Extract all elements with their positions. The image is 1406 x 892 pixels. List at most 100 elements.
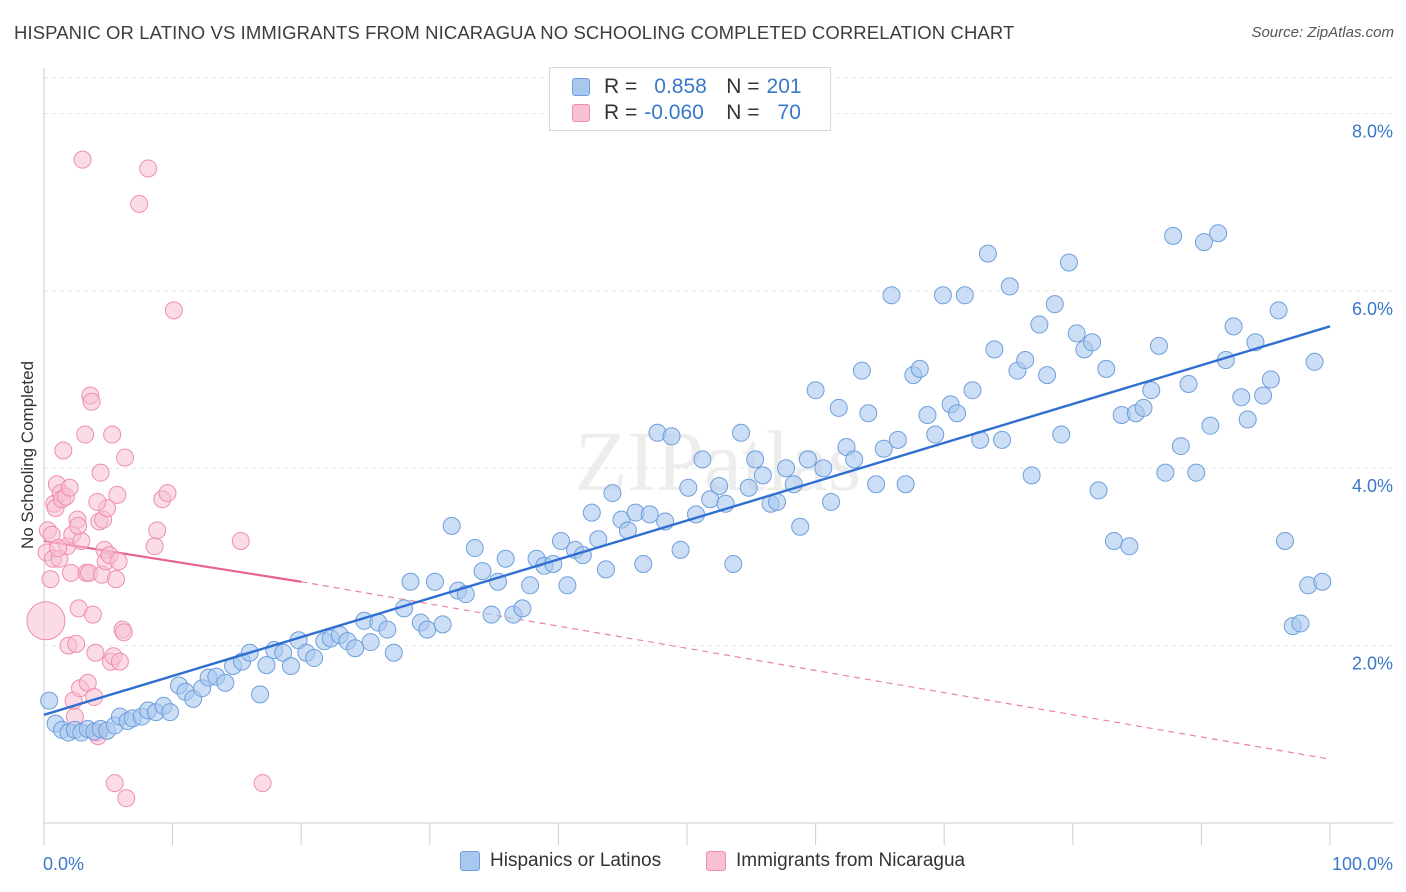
hispanic-point [1156, 463, 1175, 482]
hispanic-point [521, 576, 540, 595]
nicaragua-point [105, 774, 124, 793]
hispanic-point [418, 620, 437, 639]
source-label: Source: ZipAtlas.com [1251, 24, 1394, 41]
hispanic-point [845, 450, 864, 469]
nicaragua-point [108, 485, 127, 504]
hispanic-point [582, 503, 601, 522]
hispanic-point [596, 560, 615, 579]
nicaragua-point [253, 774, 272, 793]
hispanic-point [882, 286, 901, 305]
hispanic-point [1254, 386, 1273, 405]
hispanic-point [558, 576, 577, 595]
hispanic-point [1224, 317, 1243, 336]
hispanic-point [993, 430, 1012, 449]
hispanic-point [640, 505, 659, 524]
hispanic-point [251, 685, 270, 704]
hispanic-point [1134, 398, 1153, 417]
hispanic-point [985, 340, 1004, 359]
nicaragua-trend-extension [301, 581, 1331, 760]
hispanic-point [1261, 370, 1280, 389]
hispanic-point [1016, 351, 1035, 370]
hispanic-point [634, 555, 653, 574]
nicaragua-point [116, 448, 135, 467]
y-tick-label: 6.0% [1352, 299, 1393, 319]
hispanic-point [378, 620, 397, 639]
bottom-legend-swatch-hispanic [460, 851, 480, 871]
hispanic-point [1030, 315, 1049, 334]
hispanic-point [1059, 253, 1078, 272]
hispanic-point [829, 398, 848, 417]
correlation-legend: R = 0.858 N = 201 R = -0.060 N = 70 [549, 67, 831, 131]
hispanic-point [1305, 352, 1324, 371]
hispanic-point [1194, 233, 1213, 252]
hispanic-point [724, 555, 743, 574]
hispanic-point [822, 492, 841, 511]
hispanic-point [1104, 531, 1123, 550]
y-tick-label: 2.0% [1352, 654, 1393, 674]
hispanic-point [465, 539, 484, 558]
nicaragua-point [91, 463, 110, 482]
hispanic-point [1232, 388, 1251, 407]
hispanic-point [1097, 359, 1116, 378]
hispanic-point [1120, 537, 1139, 556]
hispanic-point [732, 423, 751, 442]
hispanic-point [274, 643, 293, 662]
hispanic-point [1171, 437, 1190, 456]
nicaragua-point [76, 425, 95, 444]
hispanic-point [852, 361, 871, 380]
hispanic-point [384, 643, 403, 662]
hispanic-point [710, 476, 729, 495]
hispanic-point [874, 439, 893, 458]
hispanic-point [1179, 374, 1198, 393]
y-tick-label: 8.0% [1352, 121, 1393, 141]
hispanic-point [859, 404, 878, 423]
hispanic-point [746, 450, 765, 469]
hispanic-point [1291, 614, 1310, 633]
hispanic-point [1187, 463, 1206, 482]
hispanic-point [933, 286, 952, 305]
bottom-legend-label-hispanic: Hispanics or Latinos [490, 850, 662, 871]
nicaragua-point [109, 552, 128, 571]
legend-n-value: 201 [766, 75, 802, 98]
hispanic-point [346, 639, 365, 658]
hispanic-point [693, 450, 712, 469]
hispanic-point [361, 633, 380, 652]
nicaragua-point [117, 789, 136, 808]
y-axis-label: No Schooling Completed [18, 361, 37, 549]
hispanic-point [603, 484, 622, 503]
legend-r-label: R = [604, 101, 638, 124]
nicaragua-point [26, 601, 66, 641]
nicaragua-point [69, 516, 88, 535]
chart-title: HISPANIC OR LATINO VS IMMIGRANTS FROM NI… [14, 22, 1015, 43]
hispanic-point [978, 244, 997, 263]
hispanic-point [1269, 301, 1288, 320]
hispanic-point [1238, 410, 1257, 429]
hispanic-trend-solid [43, 325, 1331, 716]
bottom-legend-swatch-nicaragua [706, 851, 726, 871]
axes: 2.0% 4.0% 6.0% 8.0% [43, 68, 1393, 845]
hispanic-point [798, 450, 817, 469]
hispanic-trend-line [43, 325, 1331, 716]
nicaragua-point [103, 425, 122, 444]
hispanic-point [1149, 336, 1168, 355]
nicaragua-point [139, 159, 158, 178]
hispanic-point [662, 427, 681, 446]
hispanic-point [40, 691, 59, 710]
nicaragua-point [49, 539, 68, 558]
hispanic-point [1164, 226, 1183, 245]
legend-row-nicaragua: R = -0.060 N = 70 [572, 100, 801, 126]
hispanic-point [551, 531, 570, 550]
hispanic-point [1067, 324, 1086, 343]
hispanic-point [456, 585, 475, 604]
hispanic-point [433, 615, 452, 634]
legend-swatch-nicaragua [572, 104, 590, 122]
x-tick-label-min: 0.0% [43, 854, 84, 874]
hispanic-point [753, 466, 772, 485]
legend-r-label: R = [604, 75, 638, 98]
hispanic-point [257, 656, 276, 675]
nicaragua-point [88, 492, 107, 511]
hispanic-point [791, 517, 810, 536]
hispanic-point [806, 381, 825, 400]
y-tick-label: 4.0% [1352, 476, 1393, 496]
legend-r-value: 0.858 [654, 75, 707, 98]
